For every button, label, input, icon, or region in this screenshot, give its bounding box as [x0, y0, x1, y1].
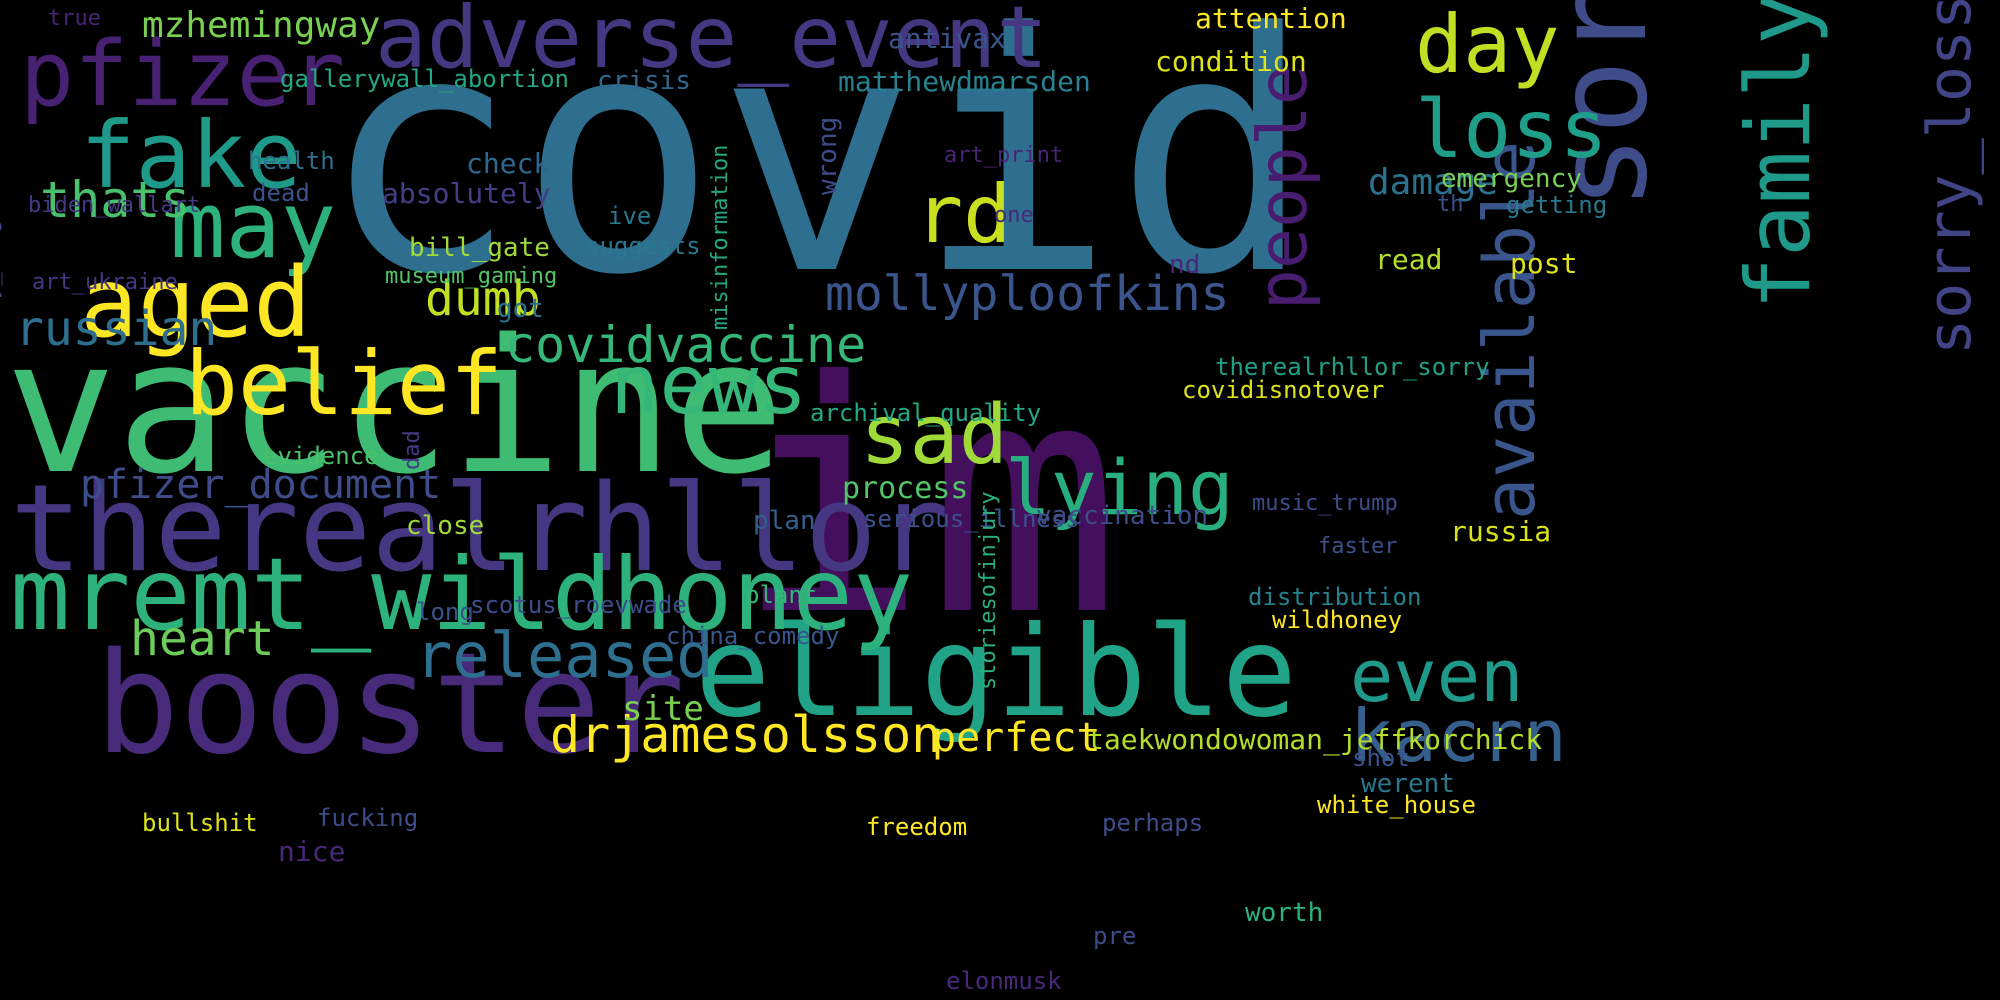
- word-one: one: [994, 203, 1034, 228]
- word-process: process: [842, 471, 969, 506]
- word-misinformation: misinformation: [708, 144, 733, 330]
- word-therealrhllor-sorry: therealrhllor_sorry: [1215, 353, 1490, 381]
- word-nice: nice: [278, 835, 346, 868]
- word-attention: attention: [1195, 2, 1347, 35]
- word-sorry-loss: sorry_loss: [1915, 0, 1985, 355]
- word-pfizer: pfizer: [20, 22, 346, 127]
- word-faster: faster: [1318, 534, 1398, 559]
- word-perfect: perfect: [932, 715, 1101, 761]
- word-perhaps: perhaps: [1102, 809, 1204, 837]
- word-therealrhllor: therealrhllor: [10, 460, 950, 599]
- word-music-trump: music_trump: [1252, 491, 1398, 516]
- word-im: im: [735, 314, 1121, 686]
- word-plant: plant: [745, 581, 818, 609]
- word-even: even: [1350, 634, 1524, 718]
- word-werent: werent: [1361, 769, 1455, 799]
- word-read: read: [1375, 243, 1443, 276]
- word-covid: covid: [320, 0, 1314, 347]
- word-dumb: dumb: [425, 271, 541, 327]
- word-museum-gaming: museum_gaming: [385, 264, 558, 289]
- word-released: released: [415, 619, 714, 692]
- word-storiesofinjury: storiesofinjury: [976, 491, 1001, 690]
- word-damage: damage: [1368, 162, 1499, 203]
- word-china-comedy: china_comedy: [666, 622, 840, 650]
- word-pfizer-document: pfizer_document: [80, 462, 442, 508]
- word-taekwondowoman-jeffkorchick: taekwondowoman_jeffkorchick: [1087, 723, 1543, 756]
- word-condition: condition: [1155, 45, 1307, 78]
- word-scotus-roevwade: scotus_roevwade: [470, 591, 687, 619]
- word-wildhoney: wildhoney: [1272, 606, 1403, 634]
- word-news: news: [610, 338, 808, 433]
- word-white-house: white_house: [1317, 791, 1476, 819]
- word-fucking: fucking: [317, 804, 419, 832]
- word-crisis: crisis: [597, 66, 691, 96]
- word-suggests: suggests: [585, 232, 701, 260]
- word-bullshit: bullshit: [142, 809, 258, 837]
- word-th: th: [1437, 192, 1464, 217]
- word-fake: fake: [80, 102, 302, 209]
- word-distribution: distribution: [1248, 583, 1422, 611]
- word-getting: getting: [1506, 191, 1608, 219]
- word-dad: dad: [400, 430, 425, 470]
- word-kacrn: kacrn: [1350, 694, 1567, 778]
- word-aged: aged: [80, 247, 312, 359]
- word-rd: rd: [915, 168, 1012, 261]
- word-serious-illness: serious_illness: [863, 505, 1080, 533]
- word-eligible: eligible: [695, 600, 1298, 745]
- word-sad: sad: [860, 388, 1009, 483]
- word-elonmusk: elonmusk: [946, 967, 1062, 995]
- word-absolutely: absolutely: [382, 177, 551, 210]
- word-every-single: every_single: [0, 193, 3, 352]
- word-dead: dead: [252, 179, 310, 207]
- word-vaccine: vaccine: [5, 299, 785, 515]
- word-belief: belief: [185, 332, 503, 435]
- word-family: family: [1727, 0, 1830, 310]
- word-mremt-wildhoney: mremt_wildhoney: [10, 536, 914, 653]
- word-pre: pre: [1093, 922, 1137, 950]
- word-day: day: [1415, 0, 1560, 91]
- word-bill-gate: bill_gate: [409, 233, 550, 263]
- word-booster: booster: [95, 623, 686, 786]
- word-freedom: freedom: [866, 813, 968, 841]
- word-got: got: [497, 294, 544, 324]
- word-people: people: [1244, 64, 1323, 310]
- word-shot: shot: [1352, 744, 1410, 772]
- word-plan: plan: [753, 506, 816, 536]
- word-vaccination: vaccination: [1036, 501, 1209, 531]
- word-art-print: art_print: [944, 143, 1064, 168]
- word-biden-wallart: biden_wallart: [28, 193, 201, 218]
- word-art-ukraine: art_ukraine: [32, 270, 178, 295]
- word-worth: worth: [1245, 898, 1324, 928]
- word-mollyploofkins: mollyploofkins: [825, 266, 1230, 322]
- word-site: site: [622, 689, 704, 729]
- word-thats: thats: [40, 171, 191, 229]
- word-archival-quality: archival_quality: [810, 399, 1042, 427]
- word-emergency: emergency: [1441, 164, 1582, 194]
- word-russian: russian: [15, 301, 218, 357]
- word-mzhemingway: mzhemingway: [142, 5, 381, 46]
- word-check: check: [466, 147, 551, 180]
- word-russia: russia: [1450, 515, 1552, 548]
- word-close: close: [406, 511, 485, 541]
- word-loss: loss: [1415, 83, 1608, 176]
- word-covidvaccine: covidvaccine: [505, 316, 867, 374]
- word-adverse-event: adverse_event: [375, 0, 1049, 88]
- word-long: long: [416, 598, 474, 626]
- word-wrong: wrong: [813, 116, 843, 195]
- word-nd: nd: [1169, 250, 1201, 280]
- word-antivax: antivax: [888, 22, 1007, 55]
- word-drjamesolsson: drjamesolsson: [550, 706, 942, 764]
- word-matthewdmarsden: matthewdmarsden: [838, 65, 1091, 98]
- word-lying: lying: [1005, 443, 1234, 532]
- word-covidisnotover: covidisnotover: [1182, 376, 1385, 404]
- word-evidence: evidence: [263, 442, 379, 470]
- word-ive: ive: [608, 202, 652, 230]
- word-true: true: [48, 6, 101, 31]
- word-gallerywall-abortion: gallerywall_abortion: [280, 65, 569, 93]
- word-health: health: [248, 147, 335, 175]
- word-post: post: [1510, 247, 1578, 280]
- word-heart: heart: [130, 611, 275, 667]
- word-may: may: [170, 172, 337, 279]
